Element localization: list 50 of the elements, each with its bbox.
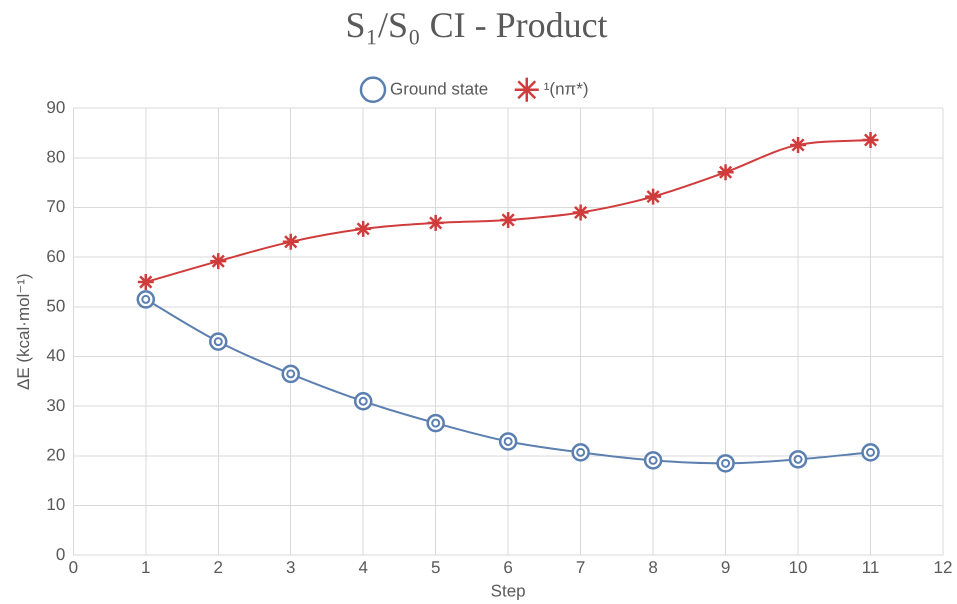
y-tick-label: 30 [46, 396, 66, 415]
x-tick-label: 5 [430, 558, 440, 578]
legend-label: Ground state [390, 79, 488, 98]
x-axis-title: Step [490, 581, 526, 600]
x-tick-label: 4 [358, 558, 368, 578]
x-tick-label: 9 [720, 558, 730, 578]
x-tick-label: 0 [68, 558, 78, 578]
point [644, 187, 662, 206]
chart-title: S₁/S₀ CI - Product [345, 5, 608, 46]
point [788, 450, 808, 469]
point [281, 232, 300, 252]
y-tick-label: 60 [46, 246, 66, 266]
y-tick-label: 80 [46, 148, 66, 167]
x-tick-label: 3 [286, 558, 296, 578]
y-tick-label: 70 [46, 197, 66, 216]
x-tick-label: 12 [934, 558, 952, 578]
y-tick-label: 0 [56, 544, 66, 564]
y-tick-label: 20 [46, 446, 66, 465]
point [716, 454, 735, 473]
x-tick-label: 2 [214, 558, 223, 578]
y-tick-label: 90 [46, 98, 66, 117]
point [426, 414, 445, 432]
point [281, 364, 300, 384]
point [498, 432, 518, 451]
point [426, 214, 445, 232]
x-tick-label: 7 [576, 558, 586, 578]
point [136, 272, 156, 292]
point [571, 203, 590, 222]
point [354, 392, 372, 410]
x-tick-label: 11 [862, 558, 880, 578]
point [571, 443, 590, 462]
x-tick-label: 8 [648, 558, 658, 578]
point [861, 443, 880, 462]
point [209, 332, 228, 351]
y-tick-label: 40 [46, 346, 66, 366]
y-axis-title: ΔE (kcal·mol⁻¹) [14, 273, 33, 390]
point [354, 220, 372, 238]
point [498, 210, 518, 230]
point [209, 252, 228, 270]
y-tick-label: 50 [46, 296, 66, 316]
point [136, 290, 156, 309]
x-tick-label: 1 [141, 558, 151, 578]
point [861, 130, 880, 150]
point [788, 136, 808, 154]
point [644, 451, 662, 470]
point [716, 163, 735, 182]
y-tick-label: 10 [46, 495, 66, 514]
x-tick-label: 10 [788, 558, 808, 578]
legend-label: ¹(nπ*) [544, 79, 589, 98]
x-tick-label: 6 [503, 558, 513, 578]
